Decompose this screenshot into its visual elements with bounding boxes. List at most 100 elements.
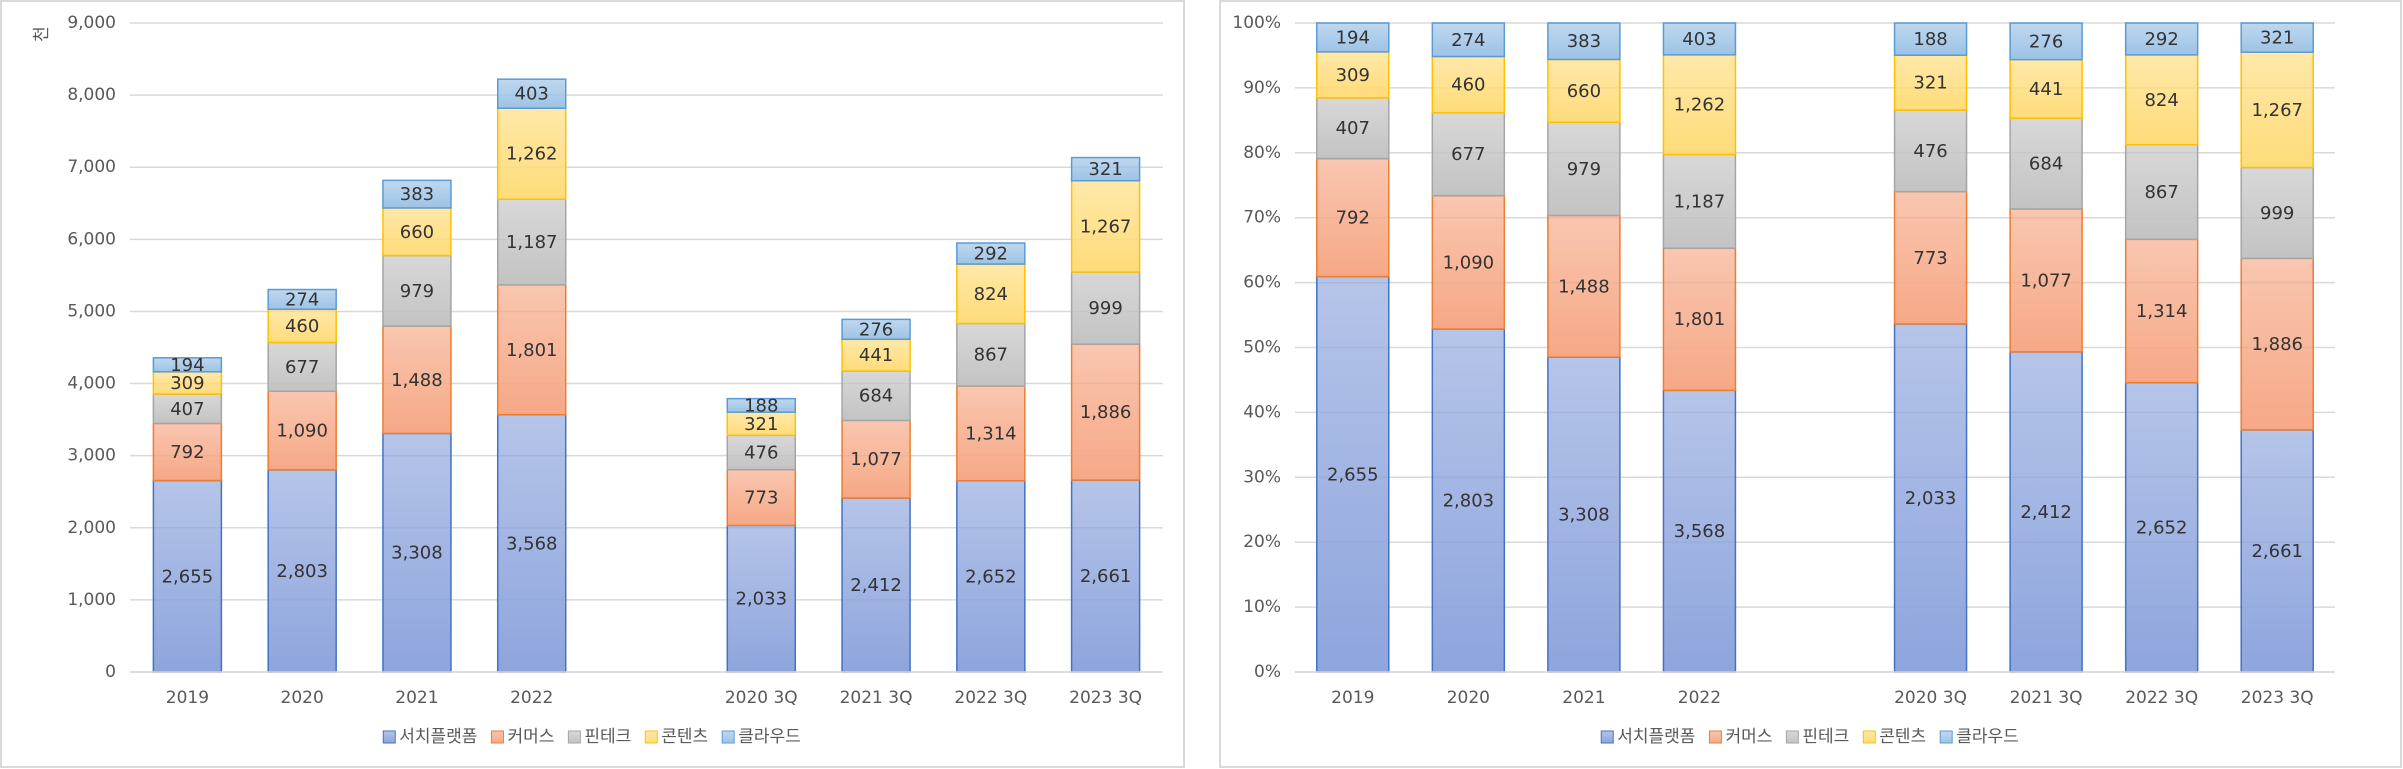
x-tick-label: 2022 xyxy=(1678,688,1721,708)
data-label: 276 xyxy=(859,319,893,340)
x-tick-label: 2021 xyxy=(1562,688,1605,708)
data-label: 1,077 xyxy=(2020,270,2072,291)
bar-segment xyxy=(2124,22,2199,56)
data-label: 188 xyxy=(744,395,778,416)
data-label: 2,033 xyxy=(736,589,788,610)
x-tick-label: 2023 3Q xyxy=(2241,688,2314,708)
bar-segment xyxy=(1070,343,1141,481)
data-label: 1,187 xyxy=(506,232,558,253)
data-label: 2,652 xyxy=(2136,517,2188,538)
data-label: 2,655 xyxy=(1327,464,1379,485)
y-tick-label: 10% xyxy=(1243,597,1281,617)
legend-swatch xyxy=(1939,730,1953,744)
data-label: 1,314 xyxy=(2136,301,2188,322)
bar-segment xyxy=(2009,22,2083,61)
legend-swatch xyxy=(1785,730,1799,744)
data-label: 1,267 xyxy=(1080,216,1132,237)
bar-segment xyxy=(2240,51,2314,169)
data-label: 660 xyxy=(1567,81,1601,102)
y-tick-label: 70% xyxy=(1243,208,1281,228)
legend-swatch xyxy=(490,730,504,744)
legend: 서치플랫폼 커머스 핀테크 콘텐츠 클라우드 xyxy=(382,727,801,747)
bar-segment xyxy=(267,308,337,344)
data-label: 383 xyxy=(1567,31,1601,52)
data-label: 2,803 xyxy=(276,561,328,582)
bar-segment xyxy=(267,341,337,393)
data-label: 321 xyxy=(1088,159,1122,180)
y-tick-label: 0% xyxy=(1254,662,1281,682)
data-label: 407 xyxy=(170,399,204,420)
y-tick-label: 20% xyxy=(1243,532,1281,552)
y-axis-label: 천 xyxy=(32,26,52,42)
bar-segment xyxy=(2124,54,2199,146)
data-label: 1,488 xyxy=(391,370,443,391)
bar-segment xyxy=(1547,214,1621,358)
bar-segment xyxy=(956,242,1026,265)
data-label: 292 xyxy=(2144,29,2178,50)
legend-label: 서치플랫폼 xyxy=(399,727,477,747)
legend-label: 콘텐츠 xyxy=(661,727,708,747)
bar-segment xyxy=(152,479,223,673)
bar-segment xyxy=(956,263,1026,325)
bar-segment xyxy=(496,413,567,673)
bar-segment xyxy=(1662,389,1737,673)
data-label: 309 xyxy=(1336,65,1370,86)
y-tick-label: 40% xyxy=(1243,402,1281,422)
bar-segment xyxy=(1431,22,1506,58)
data-label: 684 xyxy=(859,386,893,407)
data-label: 383 xyxy=(400,184,434,205)
data-label: 824 xyxy=(2144,90,2178,111)
legend-label: 커머스 xyxy=(507,727,554,747)
data-label: 1,090 xyxy=(1443,252,1495,273)
bar-segment xyxy=(956,480,1026,673)
data-label: 824 xyxy=(974,284,1008,305)
data-label: 999 xyxy=(2260,203,2294,224)
data-label: 403 xyxy=(1682,29,1716,50)
bar-segment xyxy=(2124,381,2199,673)
y-tick-label: 8,000 xyxy=(67,85,116,105)
y-tick-label: 60% xyxy=(1243,273,1281,293)
data-label: 292 xyxy=(974,244,1008,265)
data-label: 1,886 xyxy=(2251,334,2303,355)
data-label: 1,077 xyxy=(850,449,902,470)
bar-segment xyxy=(841,338,911,372)
x-tick-label: 2019 xyxy=(1331,688,1374,708)
bar-segment xyxy=(382,432,452,673)
legend-label: 서치플랫폼 xyxy=(1617,727,1695,747)
data-label: 979 xyxy=(1567,159,1601,180)
bar-segment xyxy=(1316,97,1390,160)
data-label: 274 xyxy=(1451,30,1485,51)
data-label: 460 xyxy=(1451,75,1485,96)
x-tick-label: 2020 xyxy=(281,688,324,708)
data-label: 1,886 xyxy=(1080,402,1132,423)
bar-segment xyxy=(841,370,911,422)
legend-label: 클라우드 xyxy=(1956,727,2019,747)
y-tick-label: 50% xyxy=(1243,338,1281,358)
bar-segment xyxy=(1547,22,1621,61)
data-label: 2,655 xyxy=(162,566,214,587)
panel xyxy=(1219,0,2402,768)
x-tick-label: 2020 3Q xyxy=(725,688,798,708)
data-label: 1,262 xyxy=(506,144,558,165)
data-label: 476 xyxy=(1913,141,1947,162)
data-label: 1,262 xyxy=(1674,95,1726,116)
data-label: 3,568 xyxy=(506,533,558,554)
bar-segment xyxy=(1316,157,1390,278)
data-label: 476 xyxy=(744,442,778,463)
bar-segment xyxy=(1893,22,1968,56)
bar-segment xyxy=(1547,58,1621,124)
panel xyxy=(0,0,1185,768)
x-tick-label: 2022 3Q xyxy=(954,688,1027,708)
bar-segment xyxy=(1070,271,1141,345)
bar-segment xyxy=(2009,208,2083,353)
data-label: 441 xyxy=(859,345,893,366)
bar-segment xyxy=(956,322,1026,387)
bar-segment xyxy=(2240,166,2314,260)
data-label: 684 xyxy=(2029,154,2063,175)
bar-segment xyxy=(726,397,797,413)
y-tick-label: 7,000 xyxy=(67,157,116,177)
data-label: 999 xyxy=(1088,298,1122,319)
bar-segment xyxy=(841,318,911,341)
bar-segment xyxy=(1893,109,1968,193)
data-label: 2,652 xyxy=(965,566,1017,587)
